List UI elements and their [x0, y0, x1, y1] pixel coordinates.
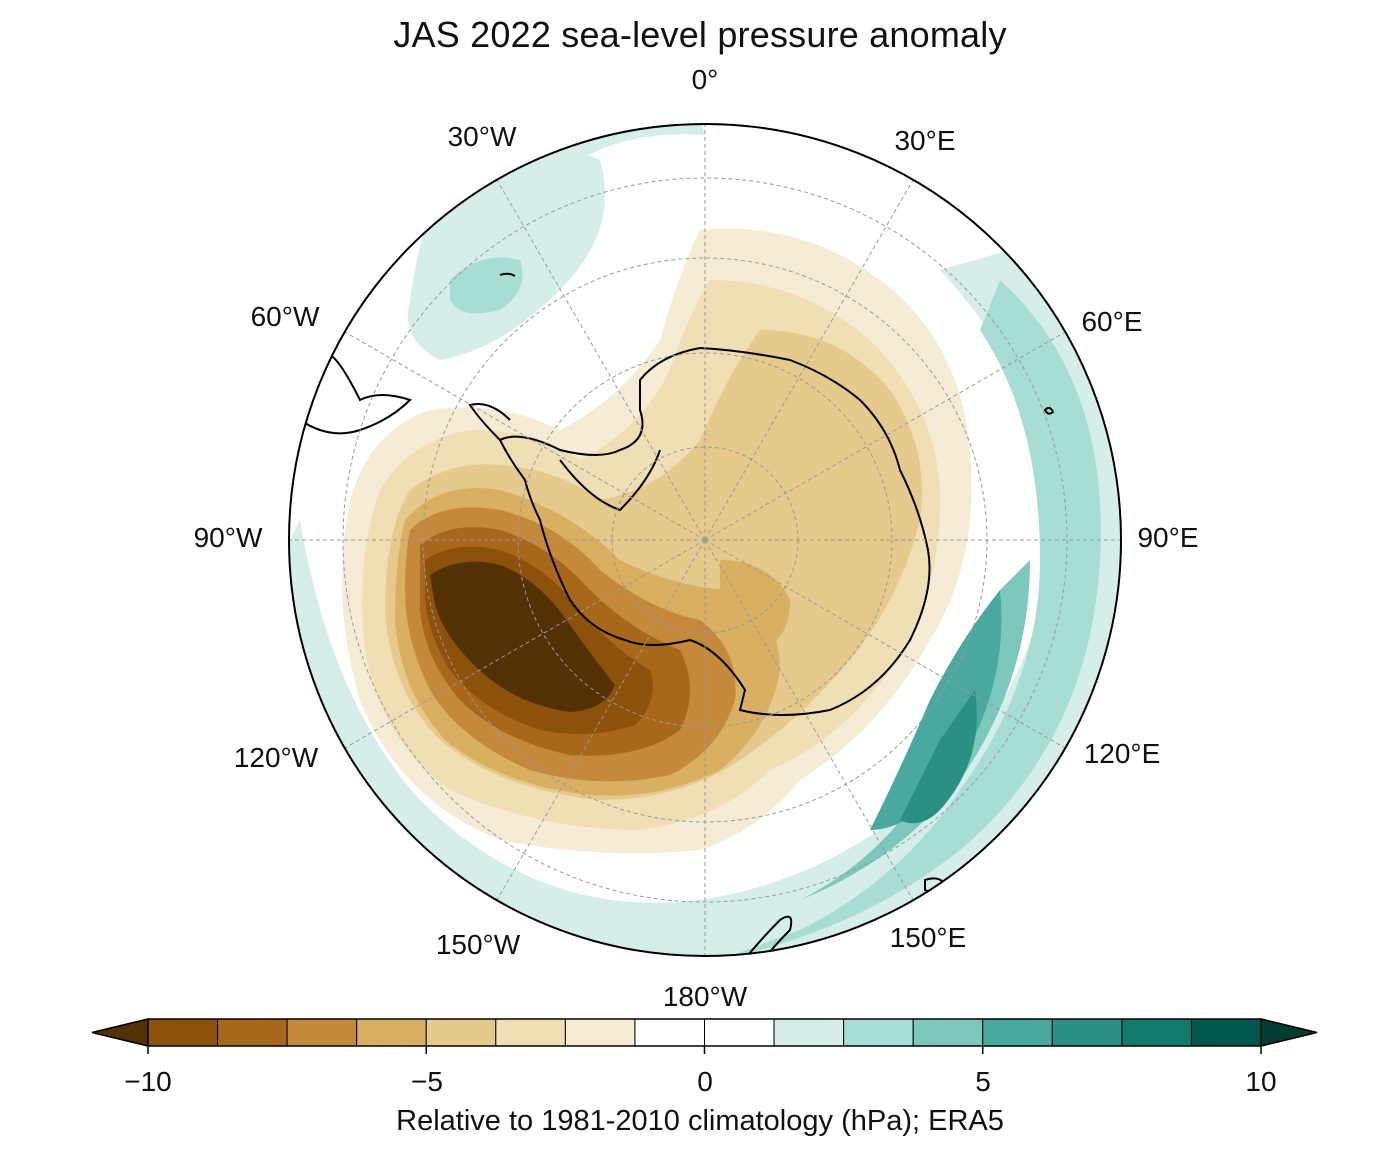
meridian-120e	[704, 539, 1066, 749]
colorbar-segment	[147, 1018, 219, 1047]
lon-label-60w: 60°W	[250, 301, 320, 332]
chart-title: JAS 2022 sea-level pressure anomaly	[393, 14, 1007, 55]
teal-band-east-2	[800, 560, 1030, 900]
colorbar-segment	[773, 1018, 845, 1047]
colorbar-segment	[843, 1018, 914, 1047]
meridian-60e	[704, 331, 1066, 541]
new-zealand	[739, 915, 793, 956]
colorbar-tick-label: 10	[1245, 1066, 1277, 1097]
colorbar-extend-low	[91, 1018, 149, 1047]
lon-label-90e: 90°E	[1137, 522, 1199, 553]
lon-label-30w: 30°W	[447, 121, 517, 152]
latitude-circle-70	[517, 352, 893, 728]
colorbar-segment	[495, 1018, 566, 1047]
teal-core-east-2	[900, 690, 977, 824]
teal-northwest-core	[450, 257, 523, 314]
south-america-tip	[299, 354, 412, 435]
meridian-120w	[344, 539, 706, 749]
brown-east-patch-2	[760, 340, 862, 430]
antarctica-coast	[498, 346, 931, 716]
south-georgia	[499, 272, 516, 277]
antarctic-peninsula	[468, 403, 511, 441]
lon-label-0: 0°	[691, 64, 719, 95]
lon-label-150w: 150°W	[435, 929, 521, 960]
meridian-30w	[496, 179, 706, 541]
graticule	[289, 124, 1121, 956]
meridian-150w	[496, 539, 706, 901]
colorbar-tick-label: 5	[975, 1066, 991, 1097]
colorbar-tick-label: −10	[124, 1066, 172, 1097]
colorbar-segment	[704, 1018, 775, 1047]
lon-label-60e: 60°E	[1081, 306, 1143, 337]
map-boundary	[288, 123, 1122, 957]
colorbar-segment	[634, 1018, 705, 1047]
colorbar-segment	[425, 1018, 497, 1047]
lon-label-150e: 150°E	[889, 922, 967, 953]
lon-label-30e: 30°E	[894, 125, 956, 156]
kerguelen	[1043, 406, 1055, 415]
colorbar-segment	[1190, 1018, 1262, 1047]
lon-label-90w: 90°W	[193, 522, 263, 553]
colorbar-segment	[286, 1018, 358, 1047]
colorbar-caption: Relative to 1981-2010 climatology (hPa);…	[396, 1105, 1004, 1137]
colorbar-segment	[564, 1018, 636, 1047]
colorbar-segment	[982, 1018, 1053, 1047]
meridian-60w	[344, 331, 706, 541]
colorbar-tick-label: −5	[411, 1066, 443, 1097]
latitude-circle-50	[342, 177, 1068, 903]
colorbar-segment	[356, 1018, 427, 1047]
colorbar-segment	[1121, 1018, 1192, 1047]
colorbar-segment	[912, 1018, 984, 1047]
teal-band-east	[720, 280, 1101, 956]
coastlines	[299, 272, 1055, 956]
meridian-150e	[704, 539, 914, 901]
ross-ice-shelf	[559, 449, 661, 512]
teal-core-east	[870, 590, 1002, 830]
colorbar-segment	[217, 1018, 288, 1047]
colorbar-extend-high	[1260, 1018, 1318, 1047]
lon-label-120w: 120°W	[233, 742, 319, 773]
lon-label-180: 180°W	[662, 981, 748, 1012]
meridian-30e	[704, 179, 914, 541]
colorbar-tick-label: 0	[697, 1066, 713, 1097]
colorbar-segment	[1051, 1018, 1123, 1047]
brown-level-8	[430, 561, 615, 712]
lon-label-120e: 120°E	[1083, 738, 1161, 769]
